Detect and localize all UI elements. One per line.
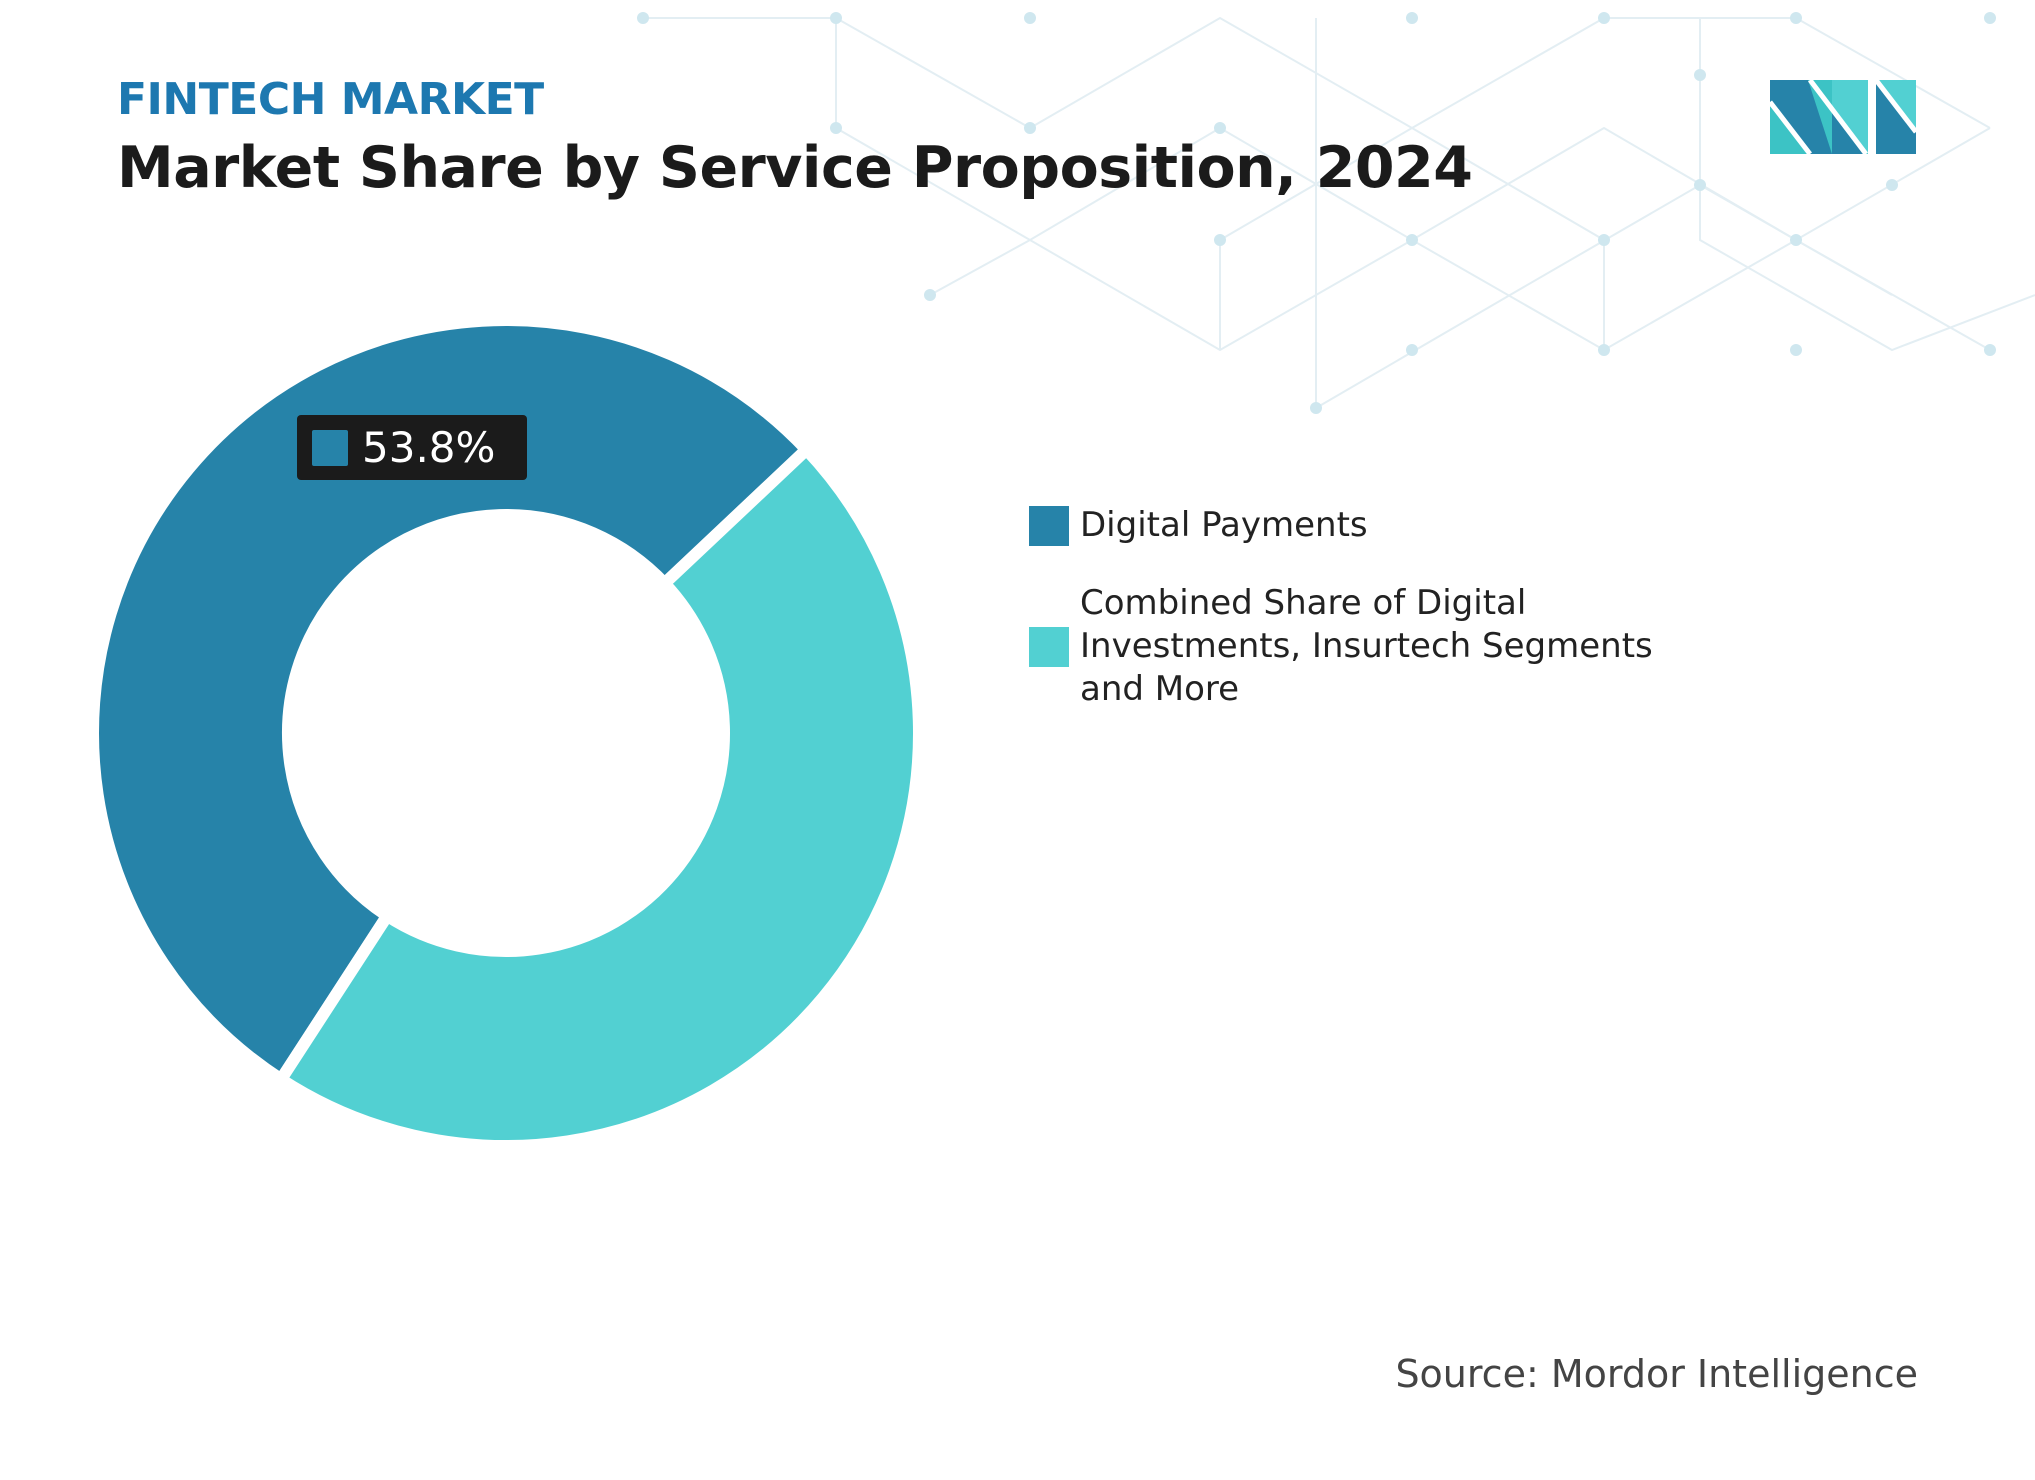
source-note: Source: Mordor Intelligence [1395,1352,1918,1396]
data-label-value: 53.8% [362,423,496,472]
data-label-digital-payments: 53.8% [297,415,527,480]
legend-swatch [1029,505,1069,546]
donut-slice-1 [272,441,925,1152]
chart-title: Market Share by Service Proposition, 202… [117,135,1473,201]
legend-item-digital-payments: Digital Payments [1029,504,1700,547]
legend-label: Combined Share of Digital Investments, I… [1080,583,1653,709]
legend-label: Digital Payments [1080,505,1368,545]
legend-swatch [1029,626,1069,667]
mordor-intelligence-logo [1770,80,1916,154]
legend-item-combined-share: Combined Share of Digital Investments, I… [1029,582,1700,711]
chart-kicker: FINTECH MARKET [117,74,544,125]
data-label-swatch [312,429,348,466]
donut-chart [87,313,925,1152]
donut-slice-0 [87,313,815,1088]
